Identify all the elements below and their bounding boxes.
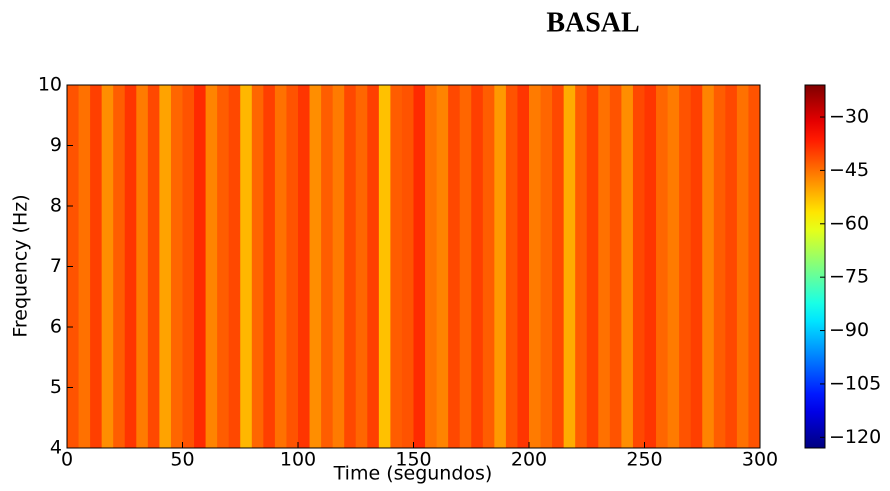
heat-cell (517, 85, 530, 448)
heat-cell (274, 85, 287, 448)
heat-cell (713, 85, 726, 448)
colorbar-tick-label: −45 (829, 159, 869, 181)
heat-cell (309, 85, 322, 448)
x-tick-label: 100 (280, 449, 316, 471)
x-axis-label: Time (segundos) (333, 463, 493, 485)
x-tick-label: 0 (61, 449, 73, 471)
x-tick-label: 250 (626, 449, 662, 471)
y-tick-label: 4 (50, 437, 62, 459)
heat-cell (540, 85, 553, 448)
colorbar-tick-label: −105 (829, 372, 881, 394)
heat-cell (251, 85, 264, 448)
colorbar-tick-label: −75 (829, 266, 869, 288)
heat-cell (632, 85, 645, 448)
heat-cell (113, 85, 126, 448)
heat-cell (725, 85, 738, 448)
heat-cell (147, 85, 160, 448)
heat-cell (667, 85, 680, 448)
heat-cell (425, 85, 438, 448)
heat-cell (159, 85, 172, 448)
heat-cell (378, 85, 391, 448)
y-tick-label: 8 (50, 195, 62, 217)
heat-cell (124, 85, 137, 448)
x-tick-label: 200 (511, 449, 547, 471)
heat-cell (413, 85, 426, 448)
heat-cell (263, 85, 276, 448)
y-tick-label: 10 (38, 74, 62, 96)
heat-cell (332, 85, 345, 448)
heat-cell (563, 85, 576, 448)
heat-cell (344, 85, 357, 448)
chart-title: BASAL (546, 7, 639, 38)
heat-cell (217, 85, 230, 448)
heat-cell (101, 85, 114, 448)
x-tick-label: 150 (395, 449, 431, 471)
heat-cell (644, 85, 657, 448)
y-tick-label: 5 (50, 376, 62, 398)
heat-cell (471, 85, 484, 448)
heat-cell (170, 85, 183, 448)
heat-cell (482, 85, 495, 448)
heat-cell (228, 85, 241, 448)
heat-cell (194, 85, 207, 448)
heat-cell (748, 85, 761, 448)
heat-cell (505, 85, 518, 448)
heat-cell (494, 85, 507, 448)
colorbar-tick-label: −120 (829, 426, 881, 448)
heat-cell (621, 85, 634, 448)
heat-cell (401, 85, 414, 448)
heat-cell (459, 85, 472, 448)
heat-cell (321, 85, 334, 448)
heat-cell (656, 85, 669, 448)
heat-cell (240, 85, 253, 448)
y-axis-label: Frequency (Hz) (10, 194, 32, 337)
heat-cell (67, 85, 80, 448)
colorbar-tick-label: −30 (829, 106, 869, 128)
heat-cell (552, 85, 565, 448)
heat-cell (436, 85, 449, 448)
heat-cell (205, 85, 218, 448)
y-tick-label: 7 (50, 255, 62, 277)
heat-cell (575, 85, 588, 448)
x-tick-label: 50 (170, 449, 194, 471)
heat-cell (736, 85, 749, 448)
heat-cell (448, 85, 461, 448)
y-tick-label: 9 (50, 134, 62, 156)
heat-cell (679, 85, 692, 448)
heat-cell (90, 85, 103, 448)
heat-cell (298, 85, 311, 448)
heat-cell (609, 85, 622, 448)
colorbar-tick-label: −60 (829, 212, 869, 234)
heat-cell (690, 85, 703, 448)
heat-cell (355, 85, 368, 448)
heat-cell (529, 85, 542, 448)
x-tick-label: 300 (742, 449, 778, 471)
heat-cell (390, 85, 403, 448)
heat-cell (182, 85, 195, 448)
colorbar (804, 84, 826, 449)
colorbar-tick-label: −90 (829, 319, 869, 341)
heat-cell (136, 85, 149, 448)
heat-cell (367, 85, 380, 448)
heat-cell (78, 85, 91, 448)
y-tick-label: 6 (50, 316, 62, 338)
heat-cell (598, 85, 611, 448)
heat-cell (586, 85, 599, 448)
heat-cell (702, 85, 715, 448)
heat-cell (286, 85, 299, 448)
